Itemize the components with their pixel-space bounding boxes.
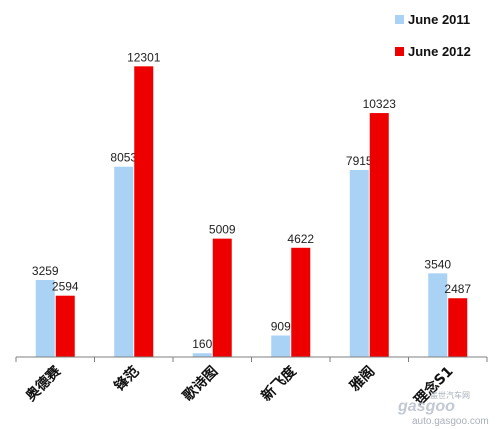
bar-june-2012 <box>291 247 311 357</box>
data-label-june-2011: 8053 <box>110 151 137 165</box>
bar-june-2012 <box>369 113 389 357</box>
bar-june-2011 <box>114 166 134 357</box>
data-label-june-2012: 2487 <box>444 282 471 296</box>
watermark-url: auto.gasgoo.com <box>412 416 489 427</box>
x-axis-labels: 奥德赛 锋范 歌诗图 新飞度 雅阁 理念S1 <box>22 362 456 409</box>
bar-june-2012 <box>212 238 232 357</box>
bar-june-2011 <box>271 335 291 357</box>
data-label-june-2012: 4622 <box>287 232 314 246</box>
legend-label-june-2012: June 2012 <box>408 44 471 59</box>
data-label-june-2011: 3259 <box>32 264 59 278</box>
category-label: 歌诗图 <box>179 363 221 405</box>
watermark-cn: 盖世汽车网 <box>430 390 470 400</box>
data-label-june-2012: 2594 <box>52 280 79 294</box>
watermark: 盖世汽车网 gasgoo auto.gasgoo.com <box>397 390 489 427</box>
data-label-june-2012: 5009 <box>209 223 236 237</box>
x-axis-ticks <box>15 357 488 362</box>
data-label-june-2011: 3540 <box>424 257 451 271</box>
bar-june-2011 <box>428 273 448 357</box>
bar-june-2012 <box>448 298 468 357</box>
bar-june-2011 <box>349 169 369 357</box>
legend-swatch-june-2011 <box>395 15 404 24</box>
category-label: 雅阁 <box>346 363 378 395</box>
data-label-june-2012: 12301 <box>127 50 161 64</box>
bar-june-2011 <box>35 279 55 357</box>
category-label: 奥德赛 <box>22 362 64 404</box>
category-label: 新飞度 <box>258 362 300 404</box>
legend-label-june-2011: June 2011 <box>408 12 470 27</box>
bar-group: 3259 2594 8053 12301 160 5009 909 4622 7915 10323… <box>32 50 471 358</box>
data-label-june-2012: 10323 <box>363 97 397 111</box>
data-label-june-2011: 7915 <box>346 154 373 168</box>
watermark-logo: gasgoo <box>397 398 455 415</box>
legend: June 2011 June 2012 <box>395 12 471 59</box>
data-label-june-2011: 160 <box>192 337 212 351</box>
bar-june-2011 <box>192 353 212 357</box>
bar-june-2012 <box>55 295 75 357</box>
legend-swatch-june-2012 <box>395 47 404 56</box>
data-label-june-2011: 909 <box>271 320 291 334</box>
bar-june-2012 <box>134 66 154 358</box>
category-label: 锋范 <box>111 363 143 395</box>
